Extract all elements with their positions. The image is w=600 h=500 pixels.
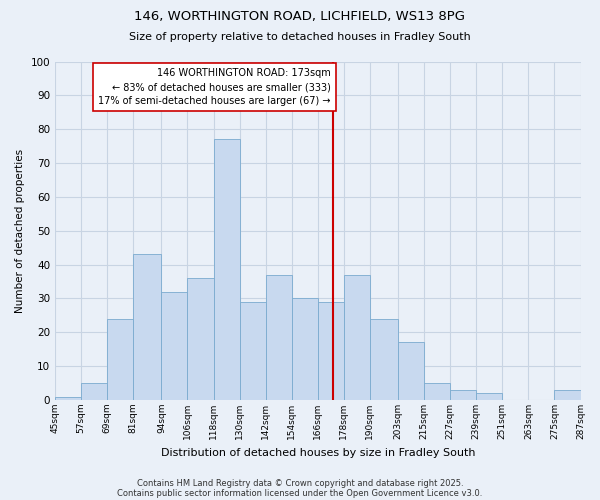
Bar [266, 275, 292, 400]
Bar [187, 278, 214, 400]
Bar [398, 342, 424, 400]
Bar [344, 275, 370, 400]
Bar [239, 302, 266, 400]
X-axis label: Distribution of detached houses by size in Fradley South: Distribution of detached houses by size … [161, 448, 475, 458]
Bar [450, 390, 476, 400]
Text: Contains HM Land Registry data © Crown copyright and database right 2025.: Contains HM Land Registry data © Crown c… [137, 478, 463, 488]
Bar [554, 390, 581, 400]
Text: 146, WORTHINGTON ROAD, LICHFIELD, WS13 8PG: 146, WORTHINGTON ROAD, LICHFIELD, WS13 8… [134, 10, 466, 23]
Text: 146 WORTHINGTON ROAD: 173sqm
← 83% of detached houses are smaller (333)
17% of s: 146 WORTHINGTON ROAD: 173sqm ← 83% of de… [98, 68, 331, 106]
Bar [161, 292, 187, 400]
Bar [107, 319, 133, 400]
Bar [476, 393, 502, 400]
Bar [55, 396, 81, 400]
Bar [214, 140, 239, 400]
Text: Size of property relative to detached houses in Fradley South: Size of property relative to detached ho… [129, 32, 471, 42]
Bar [424, 383, 450, 400]
Bar [81, 383, 107, 400]
Bar [292, 298, 318, 400]
Text: Contains public sector information licensed under the Open Government Licence v3: Contains public sector information licen… [118, 488, 482, 498]
Y-axis label: Number of detached properties: Number of detached properties [15, 148, 25, 313]
Bar [133, 254, 161, 400]
Bar [318, 302, 344, 400]
Bar [370, 319, 398, 400]
